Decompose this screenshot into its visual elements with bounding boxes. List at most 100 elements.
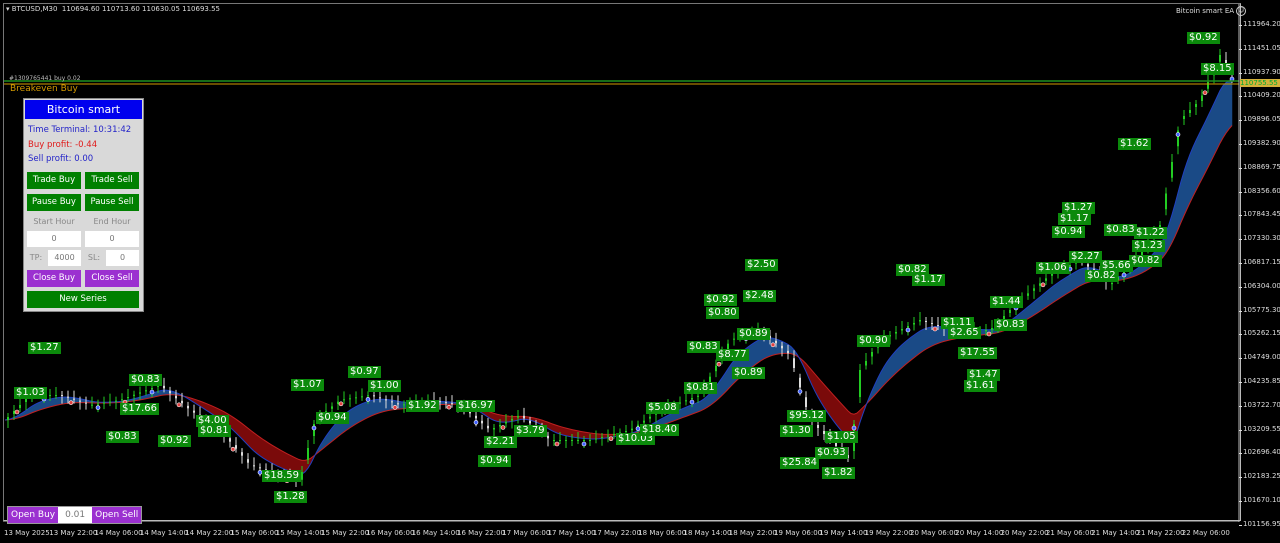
candle-body — [775, 340, 777, 344]
candle-body — [907, 326, 909, 328]
candle-body — [901, 329, 903, 331]
candle-body — [145, 390, 147, 392]
quick-trade-bar: Open Buy 0.01 Open Sell — [7, 506, 143, 524]
time-tick: 13 May 22:00 — [49, 529, 98, 537]
end-hour-input[interactable]: 0 — [85, 231, 139, 247]
order-label: #1309765441 buy 0.02 — [9, 75, 81, 82]
candle-body — [595, 438, 597, 440]
time-tick: 19 May 14:00 — [819, 529, 868, 537]
trade-sell-button[interactable]: Trade Sell — [85, 172, 139, 189]
candle-body — [439, 401, 441, 403]
ea-name: Bitcoin smart EA — [1176, 7, 1235, 15]
start-hour-input[interactable]: 0 — [27, 231, 81, 247]
new-series-button[interactable]: New Series — [27, 291, 139, 308]
time-tick: 19 May 06:00 — [774, 529, 823, 537]
price-tick: 105262.15 — [1239, 329, 1280, 338]
candle-body — [985, 330, 987, 331]
ea-label[interactable]: Bitcoin smart EA ☺ — [1176, 6, 1247, 16]
candle-body — [1219, 55, 1221, 62]
candle-body — [847, 455, 849, 458]
candle-body — [937, 325, 939, 326]
candle-body — [823, 431, 825, 434]
pause-sell-button[interactable]: Pause Sell — [85, 194, 139, 211]
candle-body — [781, 345, 783, 349]
price-tick: 102696.40 — [1239, 448, 1280, 457]
time-tick: 14 May 22:00 — [185, 529, 234, 537]
trade-marker — [311, 425, 317, 431]
profit-tag: $8.77 — [716, 349, 749, 361]
candle-body — [547, 435, 549, 439]
profit-tag: $0.94 — [478, 455, 511, 467]
candle-body — [1141, 252, 1143, 256]
profit-tag: $1.44 — [990, 296, 1023, 308]
candle-body — [1117, 277, 1119, 280]
profit-tag: $0.94 — [1052, 226, 1085, 238]
profit-tag: $17.55 — [958, 347, 997, 359]
trade-marker — [770, 342, 776, 348]
sl-input[interactable]: 0 — [106, 250, 139, 266]
profit-tag: $1.27 — [28, 342, 61, 354]
profit-tag: $0.93 — [815, 447, 848, 459]
profit-tag: $0.89 — [732, 367, 765, 379]
candle-body — [391, 401, 393, 403]
current-price-label: 110755.55 — [1240, 79, 1280, 87]
candle-body — [559, 440, 561, 441]
candle-body — [121, 399, 123, 401]
profit-tag: $0.92 — [704, 294, 737, 306]
profit-tag: $1.05 — [825, 431, 858, 443]
trade-buy-button[interactable]: Trade Buy — [27, 172, 81, 189]
lot-size-input[interactable]: 0.01 — [58, 507, 93, 523]
candle-body — [337, 401, 339, 404]
profit-tag: $1.92 — [406, 400, 439, 412]
candle-body — [127, 397, 129, 399]
panel-title: Bitcoin smart — [25, 100, 142, 119]
candle-body — [691, 398, 693, 400]
candle-body — [355, 397, 357, 399]
candle-body — [709, 376, 711, 383]
trade-marker — [1175, 132, 1181, 137]
candle-body — [499, 425, 501, 427]
candle-body — [91, 404, 93, 406]
profit-tag: $2.21 — [484, 436, 517, 448]
candle-body — [1183, 116, 1185, 119]
candle-body — [769, 335, 771, 339]
close-buy-button[interactable]: Close Buy — [27, 270, 81, 287]
profit-tag: $2.27 — [1069, 251, 1102, 263]
candle-body — [1123, 271, 1125, 274]
candle-body — [259, 467, 261, 469]
profit-tag: $1.11 — [941, 317, 974, 329]
pause-buy-button[interactable]: Pause Buy — [27, 194, 81, 211]
time-tick: 16 May 06:00 — [366, 529, 415, 537]
buy-profit: Buy profit: -0.44 — [28, 140, 98, 150]
price-tick: 106817.15 — [1239, 258, 1280, 266]
trade-marker — [1040, 282, 1046, 288]
candle-body — [403, 404, 405, 406]
close-sell-button[interactable]: Close Sell — [85, 270, 139, 287]
open-sell-button[interactable]: Open Sell — [92, 507, 142, 523]
trade-marker — [365, 397, 371, 402]
open-buy-button[interactable]: Open Buy — [8, 507, 59, 523]
price-tick: 109382.90 — [1239, 139, 1280, 147]
trade-marker — [446, 404, 452, 410]
time-tick: 17 May 06:00 — [502, 529, 551, 537]
candle-body — [379, 397, 381, 399]
time-tick: 20 May 22:00 — [1000, 529, 1049, 537]
candle-body — [679, 402, 681, 404]
candle-body — [79, 400, 81, 402]
candle-body — [193, 410, 195, 413]
trade-marker — [851, 425, 857, 431]
profit-tag: $3.79 — [514, 425, 547, 437]
profit-tag: $1.61 — [964, 380, 997, 392]
candle-body — [445, 402, 447, 404]
profit-tag: $17.66 — [120, 403, 159, 415]
trade-marker — [392, 405, 398, 410]
time-tick: 13 May 2025 — [4, 529, 50, 537]
tp-input[interactable]: 4000 — [48, 250, 81, 266]
trade-marker — [230, 446, 236, 452]
trade-marker — [1121, 272, 1127, 278]
candle-body — [1051, 274, 1053, 276]
candle-body — [649, 416, 651, 419]
symbol: BTCUSD,M30 — [11, 5, 58, 13]
price-tick: 108356.60 — [1239, 186, 1280, 195]
